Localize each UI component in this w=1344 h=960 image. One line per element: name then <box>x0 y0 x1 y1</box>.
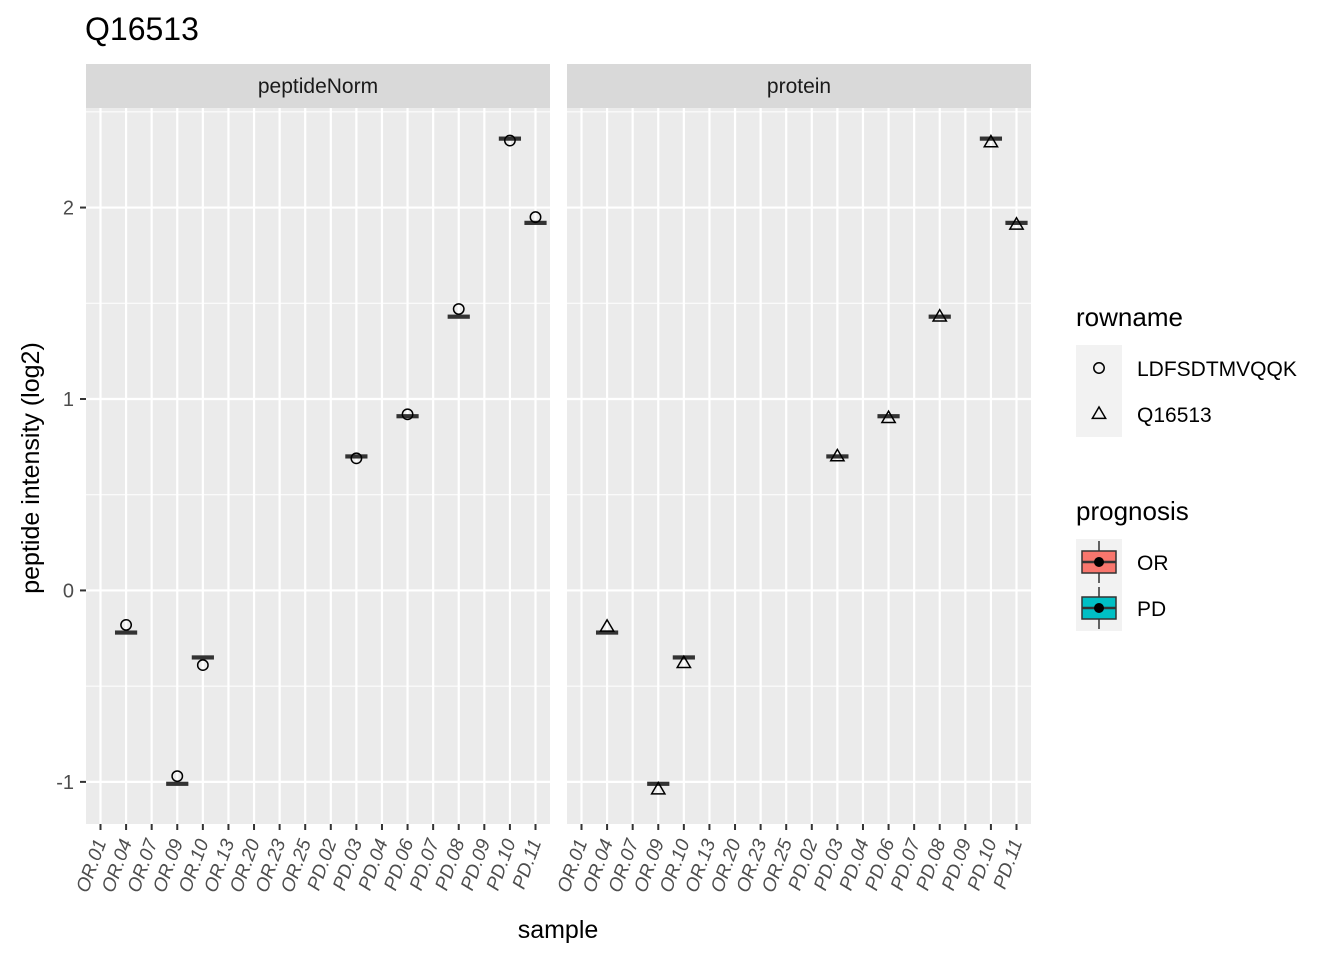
facet-panel-peptideNorm: peptideNormOR.01OR.04OR.07OR.09OR.10OR.1… <box>56 64 550 895</box>
box-PD.08 <box>447 314 470 319</box>
point-circle-OR.09 <box>171 770 184 783</box>
box-PD.03 <box>345 454 368 459</box>
box-PD.10 <box>498 136 522 141</box>
box-PD.06 <box>877 414 900 419</box>
point-circle-PD.03 <box>350 452 363 465</box>
point-triangle-OR.09 <box>650 781 667 795</box>
facet-strip <box>86 64 550 108</box>
facet-panel-protein: proteinOR.01OR.04OR.07OR.09OR.10OR.13OR.… <box>554 64 1031 895</box>
point-triangle-PD.06 <box>880 409 897 424</box>
y-tick-label: 0 <box>63 580 74 602</box>
box-PD.06 <box>396 414 419 419</box>
y-tick-label: 1 <box>63 389 74 411</box>
panel-background <box>567 108 1031 824</box>
y-axis-title: peptide intensity (log2) <box>17 342 45 594</box>
legend-dot <box>1094 603 1104 613</box>
point-triangle-PD.11 <box>1008 216 1025 230</box>
box-PD.08 <box>928 314 951 319</box>
point-circle-PD.08 <box>452 303 465 315</box>
point-circle-OR.10 <box>196 659 209 672</box>
box-PD.11 <box>1005 220 1028 225</box>
chart-title: Q16513 <box>85 11 199 47</box>
legend-label: Q16513 <box>1137 404 1212 427</box>
point-triangle-OR.10 <box>675 654 692 669</box>
box-PD.10 <box>979 136 1003 141</box>
y-tick-label: 2 <box>63 198 74 220</box>
box-OR.09 <box>166 781 189 786</box>
legend-key <box>1076 391 1122 437</box>
facet-strip-label: peptideNorm <box>258 75 378 98</box>
legend-title: rowname <box>1076 302 1183 332</box>
legend-label: OR <box>1137 552 1169 575</box>
point-triangle-PD.10 <box>982 133 999 148</box>
legend-triangle-symbol <box>1091 405 1107 420</box>
legend-circle-symbol <box>1093 362 1105 374</box>
point-circle-PD.06 <box>401 408 414 421</box>
legend-label: PD <box>1137 598 1166 621</box>
legend-prognosis: prognosis OR PD <box>1076 496 1189 631</box>
legend-label: LDFSDTMVQQK <box>1137 358 1297 381</box>
legend-dot <box>1094 557 1104 567</box>
legend-key <box>1076 345 1122 391</box>
point-triangle-OR.04 <box>599 618 616 632</box>
facet-strip <box>567 64 1031 108</box>
legend-title: prognosis <box>1076 496 1189 526</box>
panel-background <box>86 108 550 824</box>
box-PD.03 <box>826 454 849 459</box>
point-triangle-PD.08 <box>931 308 948 322</box>
point-triangle-PD.03 <box>829 447 846 462</box>
box-OR.10 <box>191 655 214 660</box>
facet-strip-label: protein <box>767 75 831 98</box>
legend-rowname: rowname LDFSDTMVQQK Q16513 <box>1076 302 1297 437</box>
point-circle-PD.10 <box>503 134 516 147</box>
y-tick-label: -1 <box>56 772 74 794</box>
point-circle-OR.04 <box>120 618 133 631</box>
point-circle-PD.11 <box>529 211 542 224</box>
x-axis-title: sample <box>518 916 599 944</box>
box-OR.04 <box>114 630 138 635</box>
